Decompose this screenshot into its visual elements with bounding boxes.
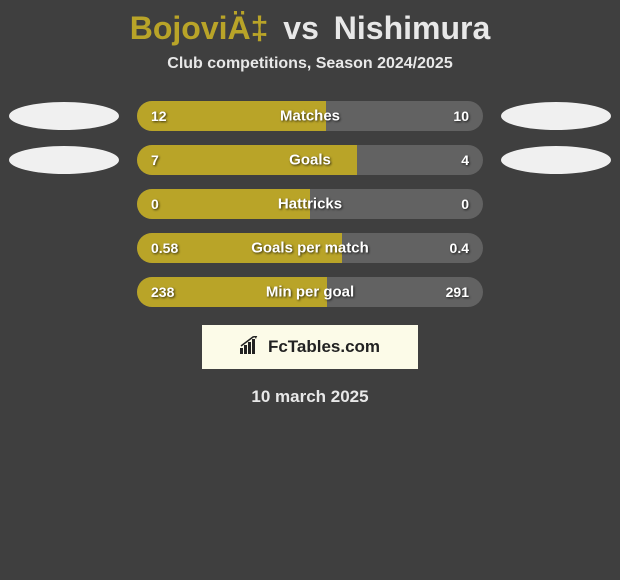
player2-ellipse — [501, 146, 611, 174]
stat-left-value: 7 — [151, 152, 159, 168]
stat-row: 0 Hattricks 0 — [0, 189, 620, 219]
stat-left-value: 12 — [151, 108, 167, 124]
player1-ellipse — [9, 102, 119, 130]
stat-row: 238 Min per goal 291 — [0, 277, 620, 307]
stat-left-value: 238 — [151, 284, 174, 300]
stat-label: Goals per match — [251, 240, 369, 257]
date-text: 10 march 2025 — [0, 387, 620, 407]
stat-left-value: 0 — [151, 196, 159, 212]
stat-left-value: 0.58 — [151, 240, 178, 256]
stat-bar: 238 Min per goal 291 — [137, 277, 483, 307]
player2-ellipse — [501, 102, 611, 130]
chart-icon — [240, 336, 262, 359]
stat-right-value: 10 — [453, 108, 469, 124]
stat-right-value: 0.4 — [450, 240, 469, 256]
logo-text: FcTables.com — [268, 337, 380, 357]
stat-label: Min per goal — [266, 284, 354, 301]
stat-right-value: 291 — [446, 284, 469, 300]
stat-bar: 12 Matches 10 — [137, 101, 483, 131]
stat-bar: 0 Hattricks 0 — [137, 189, 483, 219]
comparison-title: BojoviÄ‡ vs Nishimura — [0, 0, 620, 55]
player2-name: Nishimura — [334, 10, 490, 46]
stat-label: Matches — [280, 108, 340, 125]
logo-box: FcTables.com — [202, 325, 418, 369]
subtitle: Club competitions, Season 2024/2025 — [0, 55, 620, 73]
stat-label: Goals — [289, 152, 331, 169]
stat-right-value: 4 — [461, 152, 469, 168]
stat-bar: 0.58 Goals per match 0.4 — [137, 233, 483, 263]
stat-row: 7 Goals 4 — [0, 145, 620, 175]
vs-text: vs — [283, 10, 319, 46]
player1-name: BojoviÄ‡ — [130, 10, 269, 46]
stats-container: 12 Matches 10 7 Goals 4 0 Hattricks 0 0.58 Goals p… — [0, 101, 620, 307]
stat-right-value: 0 — [461, 196, 469, 212]
stat-label: Hattricks — [278, 196, 342, 213]
stat-row: 12 Matches 10 — [0, 101, 620, 131]
player1-ellipse — [9, 146, 119, 174]
stat-row: 0.58 Goals per match 0.4 — [0, 233, 620, 263]
stat-bar: 7 Goals 4 — [137, 145, 483, 175]
